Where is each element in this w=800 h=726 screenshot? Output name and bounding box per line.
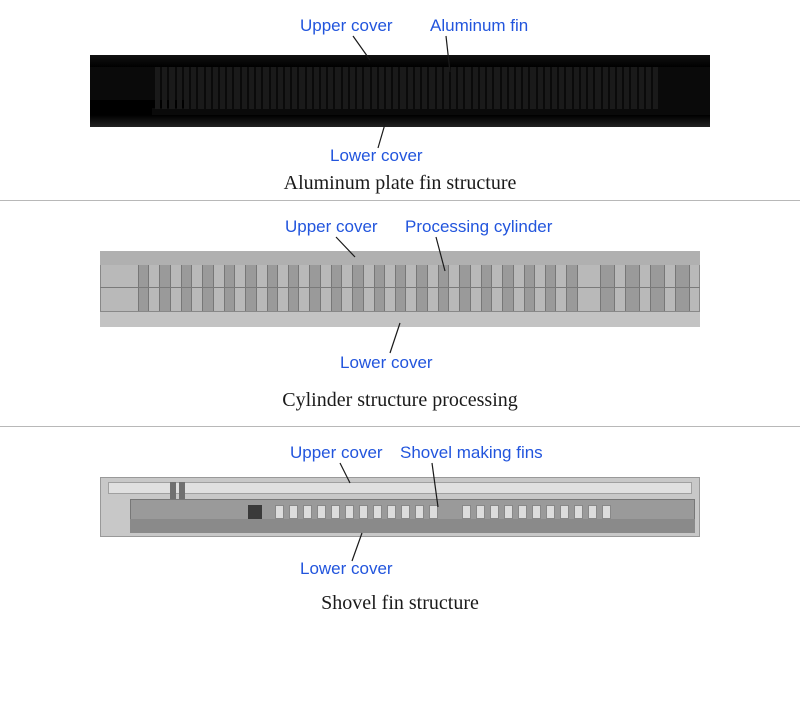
label-aluminum-fin: Aluminum fin — [430, 16, 528, 36]
caption-shovel-fin: Shovel fin structure — [0, 592, 800, 615]
label-shovel-making-fins: Shovel making fins — [400, 443, 543, 463]
label-upper-cover: Upper cover — [300, 16, 393, 36]
leader-line — [0, 0, 800, 200]
panel-aluminum-plate-fin: Upper cover Aluminum fin Lower cover Alu… — [0, 0, 800, 200]
panel-shovel-fin: Upper cover Shovel making fins Lower cov… — [0, 427, 800, 627]
panel-cylinder-processing: Upper cover Processing cylinder Lower co… — [0, 201, 800, 426]
label-lower-cover: Lower cover — [300, 559, 393, 579]
caption-cylinder-processing: Cylinder structure processing — [0, 389, 800, 412]
label-upper-cover: Upper cover — [290, 443, 383, 463]
label-lower-cover: Lower cover — [340, 353, 433, 373]
label-lower-cover: Lower cover — [330, 146, 423, 166]
caption-aluminum-plate-fin: Aluminum plate fin structure — [0, 172, 800, 195]
label-processing-cylinder: Processing cylinder — [405, 217, 552, 237]
label-upper-cover: Upper cover — [285, 217, 378, 237]
